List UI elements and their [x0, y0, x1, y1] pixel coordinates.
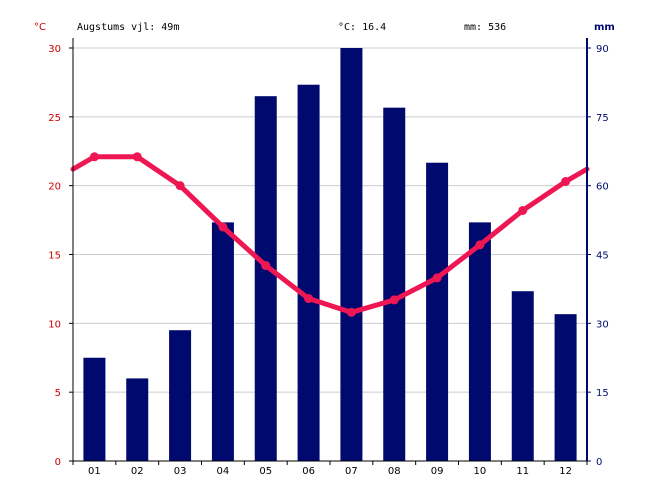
temperature-point [561, 177, 571, 187]
month-label: 06 [302, 466, 315, 477]
precipitation-bar [426, 162, 449, 461]
month-label: 12 [559, 466, 572, 477]
left-tick-label: 15 [48, 251, 61, 262]
left-tick-label: 5 [55, 388, 61, 399]
temperature-point [132, 152, 142, 162]
month-label: 03 [174, 466, 187, 477]
left-tick-label: 20 [48, 182, 61, 193]
right-tick-label: 45 [596, 251, 609, 262]
precipitation-bars [83, 48, 577, 462]
month-label: 08 [388, 466, 401, 477]
month-label: 05 [259, 466, 272, 477]
left-tick-label: 0 [55, 457, 61, 468]
temperature-point [89, 152, 99, 162]
temperature-point [389, 295, 399, 305]
month-label: 02 [131, 466, 144, 477]
precipitation-bar [511, 291, 534, 461]
left-tick-label: 10 [48, 319, 61, 330]
right-tick-label: 0 [596, 457, 602, 468]
month-label: 09 [431, 466, 444, 477]
precipitation-bar [169, 330, 192, 461]
temperature-line [70, 152, 590, 317]
month-label: 10 [474, 466, 487, 477]
right-axis-unit: mm [594, 22, 615, 33]
temperature-point [475, 240, 485, 250]
precipitation-bar [383, 107, 406, 462]
temperature-point [261, 261, 271, 271]
precipitation-bar [297, 84, 320, 461]
right-tick-label: 15 [596, 388, 609, 399]
month-label: 07 [345, 466, 358, 477]
left-tick-label: 30 [48, 44, 61, 55]
right-tick-label: 90 [596, 44, 609, 55]
temperature-point [432, 273, 442, 283]
average-temperature-label: °C: 16.4 [338, 22, 387, 33]
precipitation-bar [554, 314, 577, 461]
precipitation-bar [340, 48, 363, 461]
right-tick-label: 30 [596, 319, 609, 330]
right-tick-label: 60 [596, 182, 609, 193]
right-tick-label: 75 [596, 113, 609, 124]
grid-lines [73, 47, 587, 393]
left-axis-unit: °C [34, 22, 46, 33]
precipitation-bar [211, 222, 234, 461]
temperature-point [304, 294, 314, 304]
month-label: 01 [88, 466, 101, 477]
temperature-point [218, 222, 228, 232]
temperature-point [175, 181, 185, 191]
temperature-point [346, 307, 356, 317]
total-precipitation-label: mm: 536 [464, 22, 507, 33]
temperature-series-line [70, 154, 590, 315]
precipitation-bar [468, 222, 491, 461]
temperature-point [518, 205, 528, 215]
precipitation-bar [254, 96, 277, 461]
precipitation-bar [83, 357, 106, 461]
elevation-label: Augstums vjl: 49m [77, 22, 180, 33]
left-tick-label: 25 [48, 113, 61, 124]
precipitation-bar [126, 378, 149, 461]
month-label: 04 [217, 466, 230, 477]
month-label: 11 [516, 466, 529, 477]
